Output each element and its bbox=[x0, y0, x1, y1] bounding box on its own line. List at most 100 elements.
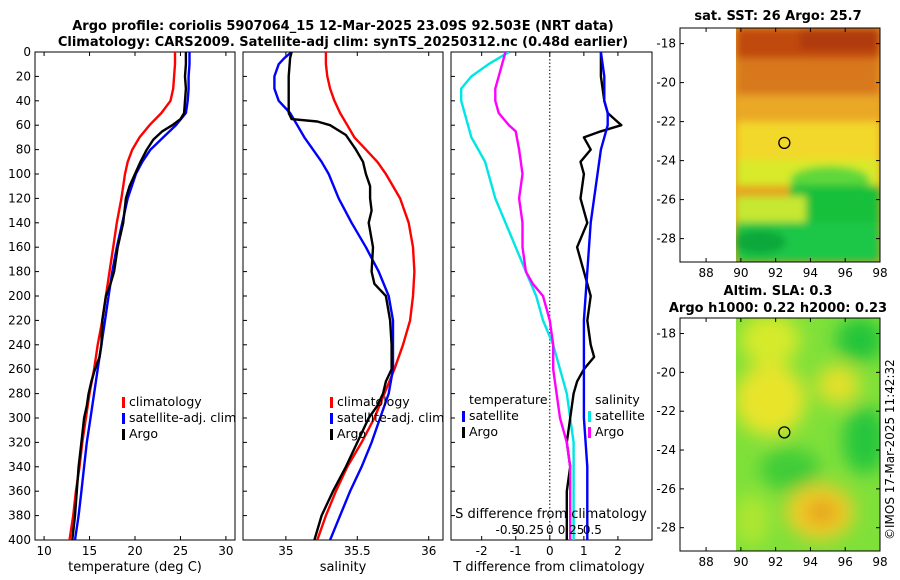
legend-t-satellite-label: satellite bbox=[469, 408, 519, 423]
lon-tick-label: 90 bbox=[733, 266, 748, 280]
temperature-profiles bbox=[68, 52, 191, 540]
legend-s-argo-label: Argo bbox=[595, 424, 624, 439]
depth-tick-label: 340 bbox=[8, 460, 31, 474]
depth-tick-label: 140 bbox=[8, 216, 31, 230]
sla-map-title-line2: Argo h1000: 0.22 h2000: 0.23 bbox=[669, 301, 887, 316]
sst-map: sat. SST: 26 Argo: 25.7 88 90 92 94 96 98 -18 -… bbox=[656, 9, 887, 280]
sst-map-ticks: 88 90 92 94 96 98 -18 -20 -22 -24 -26 -28 bbox=[656, 28, 888, 280]
legend-satellite-swatch bbox=[122, 413, 125, 424]
depth-tick-label: 20 bbox=[16, 69, 31, 83]
depth-tick-label: 120 bbox=[8, 191, 31, 205]
profile-line-climatology bbox=[316, 52, 416, 540]
depth-tick-label: 360 bbox=[8, 484, 31, 498]
lon-tick-label: 98 bbox=[872, 555, 887, 569]
x-tick-label: 20 bbox=[127, 544, 142, 558]
s-tick-label: -0.5 bbox=[496, 523, 519, 537]
profile-line-t-satellite bbox=[460, 52, 575, 540]
s-difference-axis-ticks: -0.5-0.25 0 0.250.5 bbox=[496, 523, 602, 537]
lat-tick-label: -26 bbox=[656, 482, 676, 496]
t-difference-axis-label: T difference from climatology bbox=[452, 560, 645, 575]
depth-tick-label: 200 bbox=[8, 289, 31, 303]
x-tick-label: 0 bbox=[546, 544, 554, 558]
depth-tick-label: 380 bbox=[8, 509, 31, 523]
lon-tick-label: 96 bbox=[838, 555, 853, 569]
legend-t-argo-swatch bbox=[462, 427, 465, 438]
sst-map-title: sat. SST: 26 Argo: 25.7 bbox=[694, 9, 861, 24]
depth-tick-label: 400 bbox=[8, 533, 31, 547]
x-tick-label: 30 bbox=[218, 544, 233, 558]
salinity-axis-ticks: 35 35.5 36 bbox=[278, 52, 436, 558]
imos-timestamp: ©IMOS 17-Mar-2025 11:42:32 bbox=[883, 359, 897, 540]
legend-salinity-title: salinity bbox=[595, 392, 640, 407]
legend-satellite-swatch bbox=[330, 413, 333, 424]
argo-location-marker bbox=[778, 426, 791, 439]
x-tick-label: -2 bbox=[476, 544, 488, 558]
figure-title-line2: Climatology: CARS2009. Satellite-adj cli… bbox=[58, 35, 628, 50]
depth-tick-label: 60 bbox=[16, 118, 31, 132]
salinity-panel: 35 35.5 36 climatology satellite-adj. clim… bbox=[242, 51, 444, 575]
s-tick-label: 0.5 bbox=[583, 523, 602, 537]
difference-legend: temperature salinity satellite Argo sate… bbox=[462, 392, 645, 439]
legend-s-satellite-swatch bbox=[588, 411, 591, 422]
profile-line-s-satellite bbox=[582, 52, 609, 540]
x-tick-label: 36 bbox=[421, 544, 436, 558]
s-tick-label: 0 bbox=[546, 523, 554, 537]
argo-location-marker bbox=[778, 136, 791, 150]
temperature-axis-label: temperature (deg C) bbox=[68, 560, 202, 575]
sst-field bbox=[736, 28, 880, 262]
s-tick-label: 0.25 bbox=[558, 523, 585, 537]
sla-map-title-line1: Altim. SLA: 0.3 bbox=[724, 284, 833, 299]
x-tick-label: 10 bbox=[36, 544, 51, 558]
x-tick-label: 2 bbox=[614, 544, 622, 558]
salinity-axis-label: salinity bbox=[320, 560, 367, 575]
legend-satellite-label: satellite-adj. clim bbox=[129, 410, 236, 425]
temperature-legend: climatology satellite-adj. clim Argo bbox=[122, 394, 236, 441]
profile-line-argo bbox=[71, 52, 188, 540]
depth-tick-label: 260 bbox=[8, 362, 31, 376]
profile-line-argo bbox=[287, 52, 393, 540]
lon-tick-label: 88 bbox=[698, 266, 713, 280]
x-tick-label: 15 bbox=[82, 544, 97, 558]
legend-s-argo-swatch bbox=[588, 427, 591, 438]
difference-axes-box bbox=[450, 51, 653, 541]
salinity-legend: climatology satellite-adj. clim Argo bbox=[330, 394, 444, 441]
depth-tick-label: 320 bbox=[8, 435, 31, 449]
depth-tick-label: 40 bbox=[16, 94, 31, 108]
lon-tick-label: 92 bbox=[768, 266, 783, 280]
lon-tick-label: 92 bbox=[768, 555, 783, 569]
depth-tick-label: 0 bbox=[23, 45, 31, 59]
legend-argo-swatch bbox=[330, 429, 333, 440]
x-tick-label: 25 bbox=[173, 544, 188, 558]
legend-climatology-swatch bbox=[122, 397, 125, 408]
temperature-axes-box bbox=[34, 51, 236, 541]
depth-tick-label: 80 bbox=[16, 143, 31, 157]
salinity-profiles bbox=[273, 52, 416, 540]
temperature-panel: 0 20 40 60 80 100 120 140 160 180 200 220 240 260 280 3… bbox=[8, 45, 236, 575]
s-tick-label: -0.25 bbox=[513, 523, 544, 537]
lon-tick-label: 94 bbox=[803, 266, 818, 280]
lat-tick-label: -20 bbox=[656, 76, 676, 90]
legend-t-argo-label: Argo bbox=[469, 424, 498, 439]
legend-climatology-swatch bbox=[330, 397, 333, 408]
sla-map-ticks: 88 90 92 94 96 98 -18 -20 -22 -24 -26 -28 bbox=[656, 318, 888, 569]
depth-tick-label: 100 bbox=[8, 167, 31, 181]
lat-tick-label: -26 bbox=[656, 193, 676, 207]
t-difference-axis-ticks: -2 -1 0 1 2 bbox=[476, 52, 622, 558]
lat-tick-label: -18 bbox=[656, 327, 676, 341]
x-tick-label: -1 bbox=[510, 544, 522, 558]
legend-climatology-label: climatology bbox=[129, 394, 202, 409]
figure-title-line1: Argo profile: coriolis 5907064_15 12-Mar… bbox=[72, 19, 614, 34]
lon-tick-label: 98 bbox=[872, 266, 887, 280]
difference-panel: -2 -1 0 1 2 temperature salinity satellite A… bbox=[450, 51, 653, 575]
sla-map: Altim. SLA: 0.3 Argo h1000: 0.22 h2000: … bbox=[656, 284, 887, 569]
difference-profiles bbox=[460, 52, 623, 540]
depth-tick-label: 280 bbox=[8, 387, 31, 401]
lat-tick-label: -24 bbox=[656, 154, 676, 168]
legend-satellite-label: satellite-adj. clim bbox=[337, 410, 444, 425]
lon-tick-label: 90 bbox=[733, 555, 748, 569]
profile-line-s-argo bbox=[494, 52, 572, 540]
sla-field bbox=[736, 318, 880, 551]
depth-tick-label: 220 bbox=[8, 313, 31, 327]
difference-depth-ticks bbox=[451, 51, 455, 541]
